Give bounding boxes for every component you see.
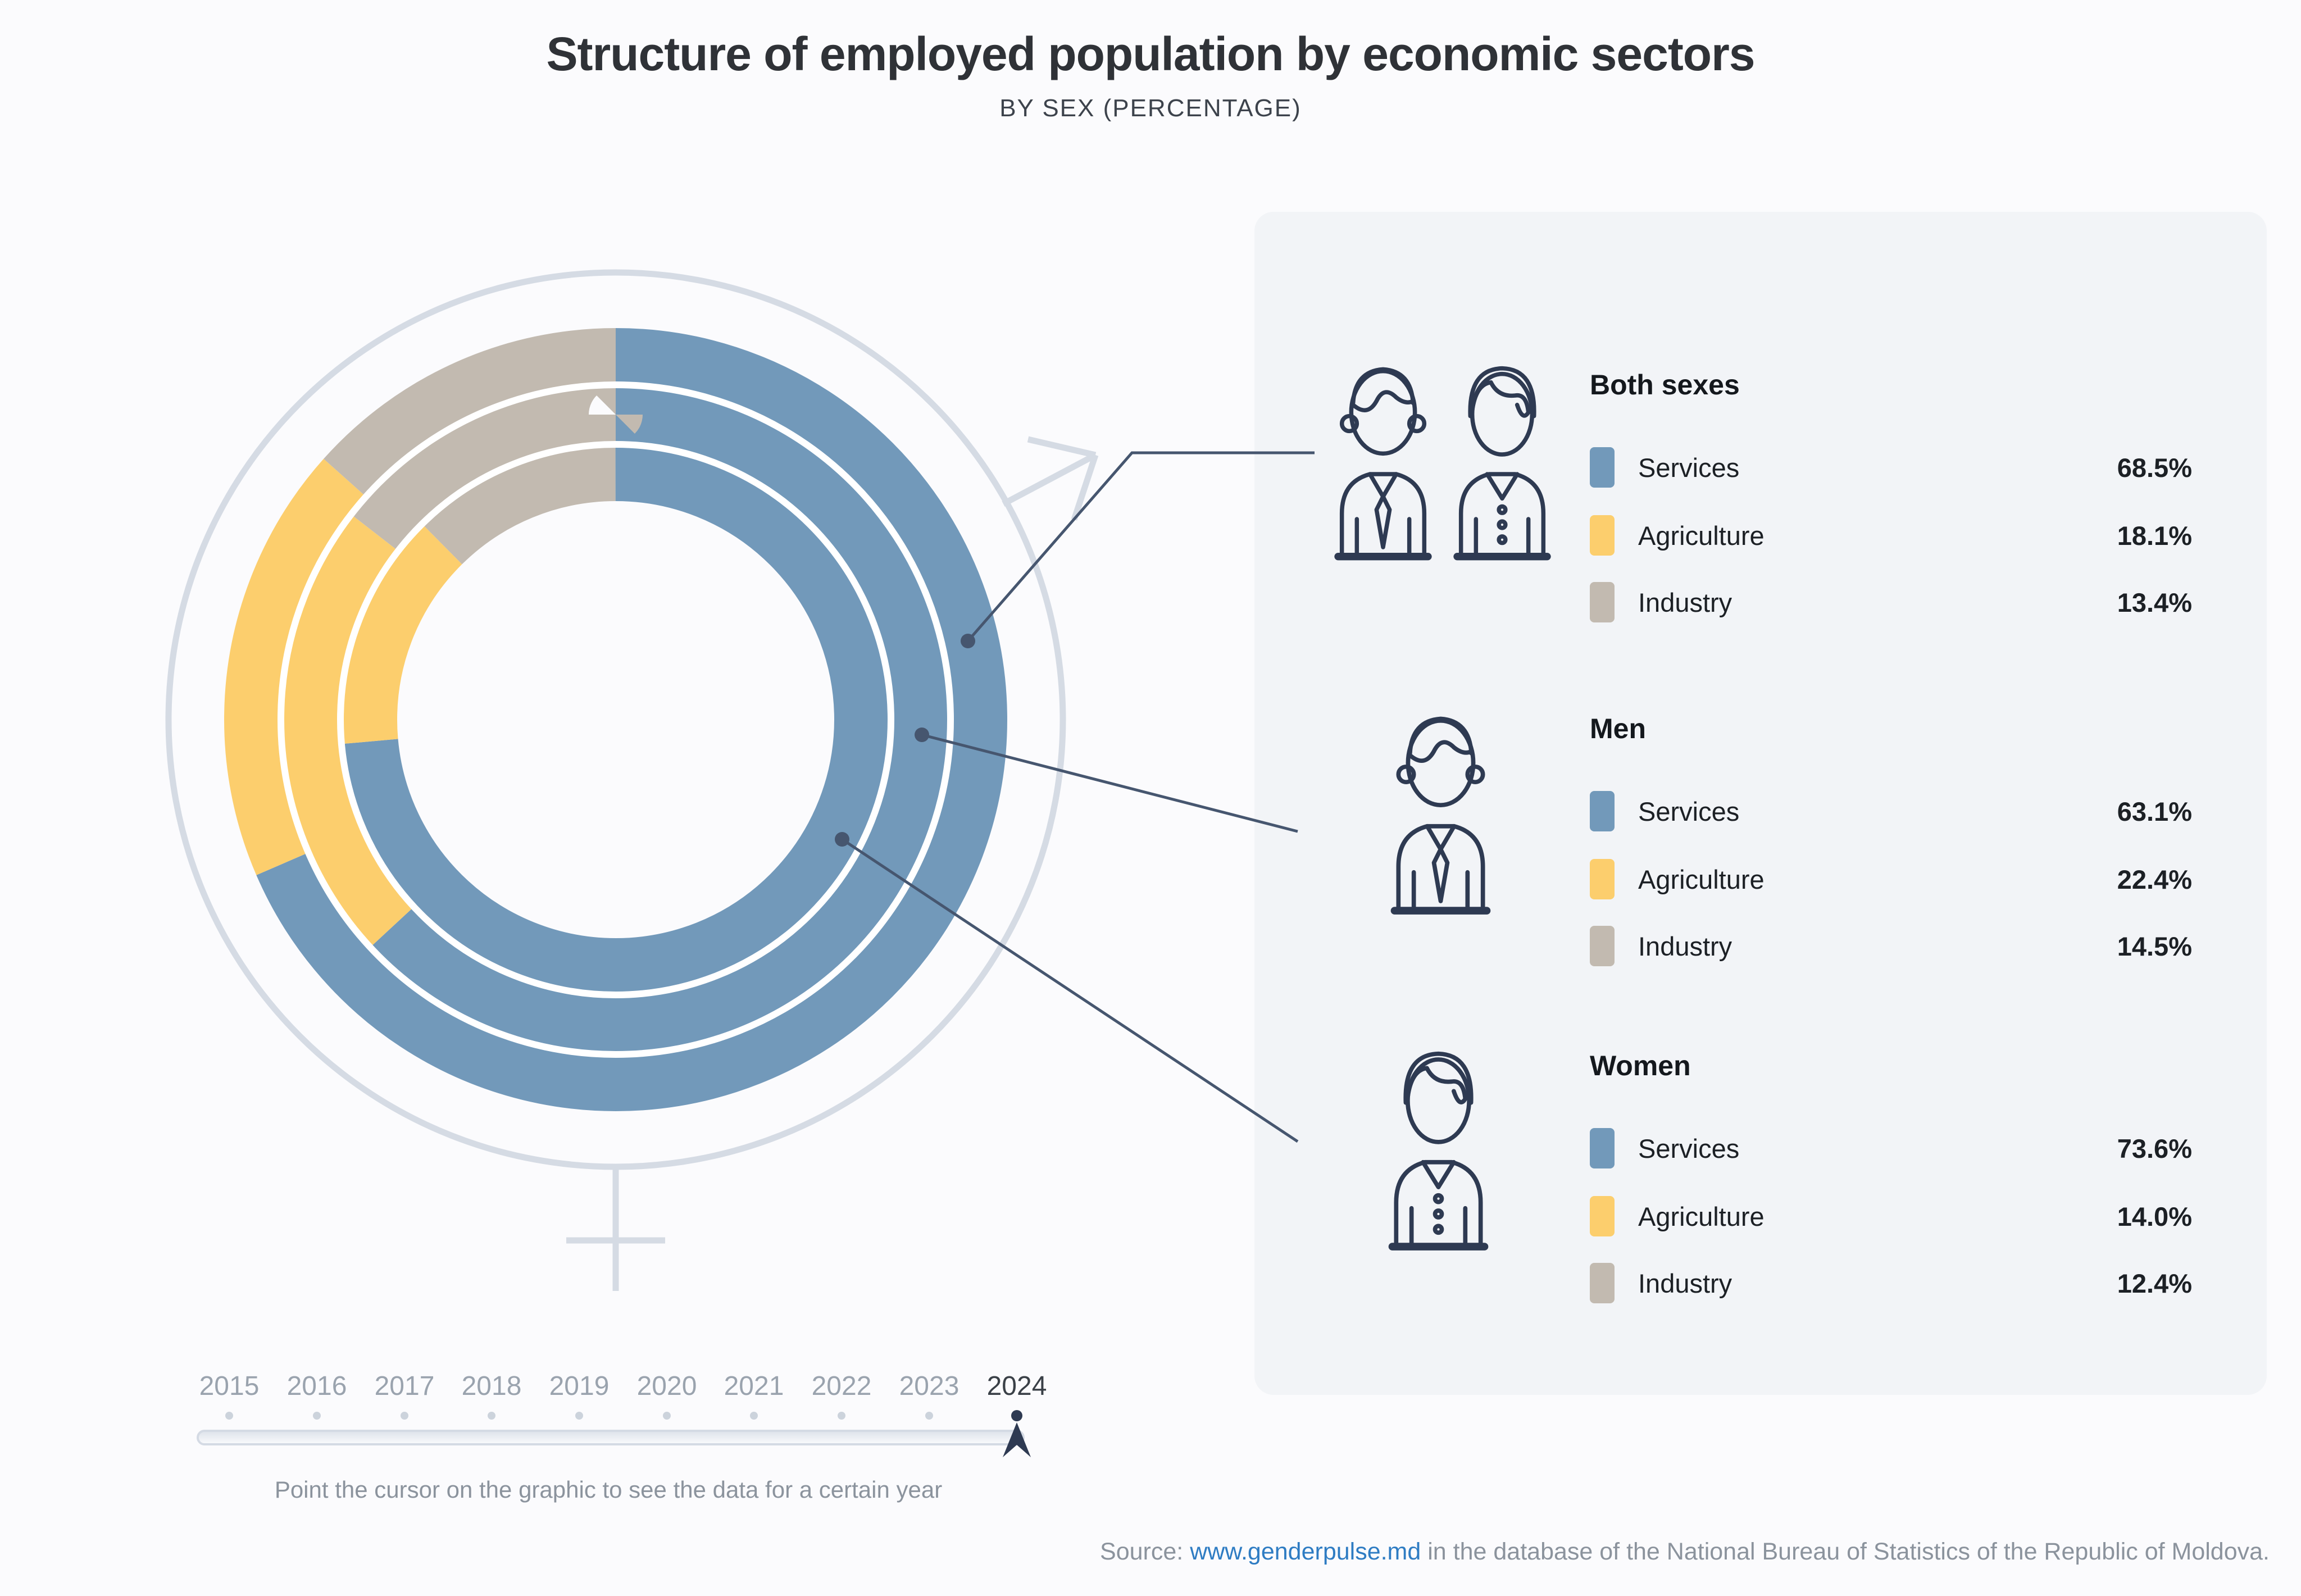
male-arrow-barb-top	[1027, 436, 1097, 458]
year-label-2020[interactable]: 2020	[636, 1371, 697, 1401]
woman-icon	[1381, 1033, 1496, 1260]
legend-row: Industry 14.5%	[1590, 926, 2192, 966]
legend-label: Agriculture	[1638, 864, 1765, 894]
legend-row: Agriculture 14.0%	[1590, 1196, 2192, 1236]
year-label-2015[interactable]: 2015	[199, 1371, 260, 1401]
ring-women-industry[interactable]	[343, 447, 888, 992]
legend-label: Services	[1638, 452, 1740, 483]
legend-label: Industry	[1638, 587, 1732, 617]
page-subtitle: BY SEX (PERCENTAGE)	[999, 94, 1302, 122]
interaction-hint: Point the cursor on the graphic to see t…	[274, 1476, 943, 1503]
legend-label: Services	[1638, 1133, 1740, 1163]
legend-value: 14.5%	[2117, 931, 2192, 961]
year-label-2018[interactable]: 2018	[461, 1371, 522, 1401]
connector-line-women	[841, 838, 1299, 1143]
legend-value: 12.4%	[2117, 1268, 2192, 1298]
group-title-women: Women	[1590, 1050, 1691, 1081]
group-title-men: Men	[1590, 713, 1646, 744]
year-label-2016[interactable]: 2016	[287, 1371, 347, 1401]
legend-row: Industry 12.4%	[1590, 1263, 2192, 1303]
group-title-both-sexes: Both sexes	[1590, 369, 1740, 401]
legend-row: Services 63.1%	[1590, 791, 2192, 831]
industry-swatch-icon	[1590, 1263, 1615, 1303]
connector-dot-both-sexes	[961, 634, 975, 648]
year-slider-track[interactable]	[197, 1430, 1025, 1445]
ring-both-sexes-services[interactable]	[224, 328, 1007, 1111]
connector-line-men	[921, 733, 1298, 833]
industry-swatch-icon	[1590, 582, 1615, 622]
legend-row: Industry 13.4%	[1590, 582, 2192, 622]
legend-row: Services 73.6%	[1590, 1128, 2192, 1168]
agriculture-swatch-icon	[1590, 1196, 1615, 1236]
year-label-2021[interactable]: 2021	[724, 1371, 784, 1401]
gender-symbol-icon	[165, 269, 1099, 1291]
ring-separator-inner	[337, 441, 894, 998]
man-woman-icon	[1327, 347, 1558, 570]
services-swatch-icon	[1590, 791, 1615, 831]
legend-row: Services 68.5%	[1590, 447, 2192, 488]
legend-row: Agriculture 18.1%	[1590, 515, 2192, 556]
year-label-2019[interactable]: 2019	[549, 1371, 610, 1401]
agriculture-swatch-icon	[1590, 515, 1615, 556]
legend-value: 22.4%	[2117, 864, 2192, 894]
legend-label: Agriculture	[1638, 1201, 1765, 1231]
services-swatch-icon	[1590, 1128, 1615, 1168]
ring-women-agriculture[interactable]	[343, 447, 888, 992]
year-slider-tick-selected[interactable]	[1011, 1410, 1022, 1421]
source-prefix: Source:	[1100, 1538, 1190, 1565]
connector-dot-women	[835, 832, 849, 847]
ring-separator-outer	[278, 381, 954, 1058]
man-icon	[1383, 697, 1498, 924]
services-swatch-icon	[1590, 447, 1615, 488]
male-arrow-shaft	[1002, 452, 1097, 507]
connector-dot-men	[915, 727, 929, 742]
year-label-2023[interactable]: 2023	[899, 1371, 959, 1401]
year-label-2022[interactable]: 2022	[811, 1371, 872, 1401]
year-label-2024-selected[interactable]: 2024	[986, 1371, 1047, 1401]
legend-value: 13.4%	[2117, 587, 2192, 617]
industry-swatch-icon	[1590, 926, 1615, 966]
year-slider-ticks[interactable]	[225, 1412, 933, 1420]
legend-value: 63.1%	[2117, 796, 2192, 826]
legend-value: 18.1%	[2117, 520, 2192, 551]
male-arrow-barb-bottom	[1071, 454, 1099, 521]
legend-label: Agriculture	[1638, 520, 1765, 551]
legend-label: Industry	[1638, 1268, 1732, 1298]
ring-both-sexes-agriculture[interactable]	[224, 328, 1007, 1111]
legend-label: Services	[1638, 796, 1740, 826]
legend-row: Agriculture 22.4%	[1590, 859, 2192, 899]
legend-value: 14.0%	[2117, 1201, 2192, 1231]
page-title: Structure of employed population by econ…	[546, 28, 1755, 80]
ring-men-industry[interactable]	[284, 388, 948, 1052]
cursor-arrow-icon[interactable]	[1003, 1422, 1031, 1457]
source-line: Source: www.genderpulse.md in the databa…	[1100, 1538, 2270, 1566]
agriculture-swatch-icon	[1590, 859, 1615, 899]
legend-value: 73.6%	[2117, 1133, 2192, 1163]
source-link[interactable]: www.genderpulse.md	[1190, 1538, 1421, 1565]
legend-panel	[1254, 212, 2267, 1395]
legend-value: 68.5%	[2117, 452, 2192, 483]
legend-label: Industry	[1638, 931, 1732, 961]
year-label-2017[interactable]: 2017	[374, 1371, 435, 1401]
ring-men-agriculture[interactable]	[284, 388, 948, 1052]
source-suffix: in the database of the National Bureau o…	[1421, 1538, 2270, 1565]
connector-line-both-sexes	[967, 451, 1315, 642]
